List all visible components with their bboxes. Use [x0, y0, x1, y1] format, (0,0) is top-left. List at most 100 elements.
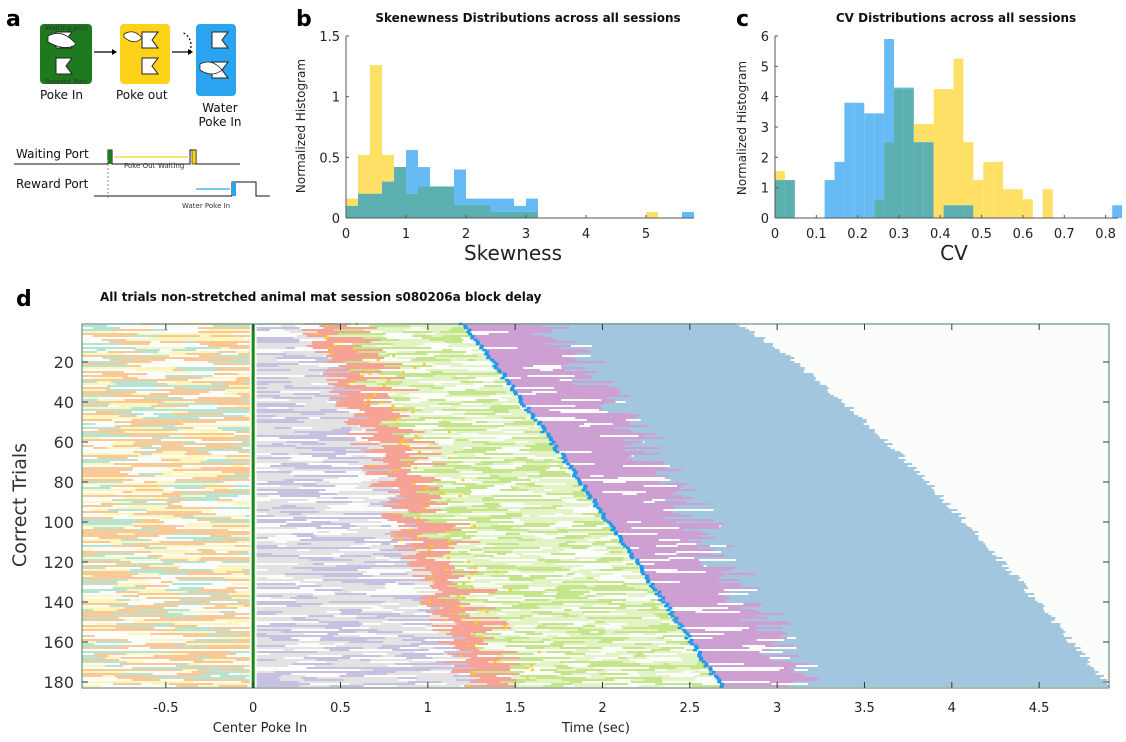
raster-segment	[756, 573, 1009, 574]
raster-segment	[380, 441, 435, 442]
raster-segment	[562, 487, 577, 488]
raster-segment	[187, 451, 208, 452]
raster-segment	[82, 347, 118, 348]
raster-segment	[124, 681, 144, 682]
raster-segment	[82, 389, 106, 390]
raster-segment	[684, 677, 696, 678]
raster-segment	[417, 455, 446, 456]
y-tick-label: 100	[43, 513, 74, 532]
raster-segment	[580, 439, 616, 440]
raster-segment	[329, 415, 354, 416]
raster-segment	[492, 629, 506, 630]
raster-segment	[642, 639, 672, 640]
raster-segment	[237, 643, 250, 644]
raster-segment	[295, 447, 330, 448]
raster-segment	[245, 631, 250, 632]
raster-segment	[527, 437, 539, 438]
raster-segment	[559, 497, 587, 498]
raster-segment	[680, 581, 696, 582]
raster-segment	[704, 599, 726, 600]
raster-segment	[653, 583, 694, 584]
raster-segment	[199, 355, 213, 356]
raster-segment	[655, 535, 698, 536]
histogram-bar-overlap	[406, 194, 418, 218]
raster-segment	[266, 655, 280, 656]
raster-segment	[666, 487, 680, 488]
histogram-bar	[514, 206, 526, 212]
raster-segment	[334, 647, 363, 648]
raster-segment	[355, 487, 385, 488]
raster-segment	[494, 411, 509, 412]
raster-segment	[503, 517, 512, 518]
raster-segment	[459, 373, 484, 374]
raster-segment	[91, 529, 137, 530]
raster-segment	[176, 685, 198, 686]
raster-segment	[279, 437, 315, 438]
raster-segment	[202, 439, 222, 440]
raster-segment	[136, 563, 173, 564]
raster-segment	[197, 549, 213, 550]
raster-segment	[418, 467, 435, 468]
raster-segment	[93, 471, 120, 472]
raster-segment	[679, 527, 697, 528]
raster-segment	[152, 453, 167, 454]
raster-segment	[599, 673, 628, 674]
poke-out-marker	[430, 545, 433, 547]
raster-segment	[132, 625, 168, 626]
raster-segment	[202, 479, 241, 480]
raster-segment	[594, 639, 601, 640]
raster-segment	[109, 391, 136, 392]
raster-segment	[276, 449, 312, 450]
raster-segment	[386, 453, 442, 454]
raster-segment	[412, 575, 464, 576]
raster-segment	[431, 387, 444, 388]
raster-segment	[169, 351, 218, 352]
raster-segment	[449, 393, 466, 394]
raster-segment	[531, 371, 545, 372]
raster-segment	[486, 527, 511, 528]
raster-segment	[634, 587, 653, 588]
raster-segment	[416, 491, 440, 492]
raster-segment	[257, 387, 267, 388]
raster-segment	[96, 553, 134, 554]
raster-segment	[283, 579, 303, 580]
raster-segment	[257, 347, 286, 348]
poke-out-marker	[373, 395, 376, 397]
raster-segment	[93, 335, 132, 336]
raster-segment	[343, 679, 358, 680]
raster-segment	[82, 435, 130, 436]
raster-segment	[516, 553, 523, 554]
raster-segment	[480, 445, 497, 446]
raster-segment	[289, 433, 309, 434]
raster-segment	[373, 575, 400, 576]
raster-segment	[345, 643, 367, 644]
raster-segment	[639, 685, 664, 686]
raster-segment	[193, 477, 224, 478]
raster-segment	[354, 541, 369, 542]
raster-segment	[697, 489, 934, 490]
raster-segment	[647, 577, 688, 578]
raster-segment	[567, 351, 591, 352]
raster-segment	[257, 421, 288, 422]
raster-segment	[120, 483, 165, 484]
raster-segment	[416, 553, 446, 554]
panel-b: b Skenewness Distributions across all se…	[294, 7, 694, 265]
raster-segment	[405, 571, 431, 572]
raster-segment	[459, 429, 486, 430]
raster-segment	[132, 419, 142, 420]
raster-segment	[130, 599, 141, 600]
raster-segment	[211, 383, 223, 384]
raster-segment	[148, 443, 178, 444]
raster-segment	[82, 333, 128, 334]
raster-segment	[94, 623, 116, 624]
raster-segment	[749, 623, 775, 624]
raster-segment	[124, 607, 163, 608]
raster-segment	[172, 349, 196, 350]
raster-segment	[478, 433, 507, 434]
raster-segment	[231, 437, 246, 438]
raster-segment	[121, 539, 151, 540]
raster-segment	[740, 625, 757, 626]
raster-segment	[416, 523, 470, 524]
raster-segment	[562, 505, 590, 506]
raster-segment	[525, 341, 578, 342]
